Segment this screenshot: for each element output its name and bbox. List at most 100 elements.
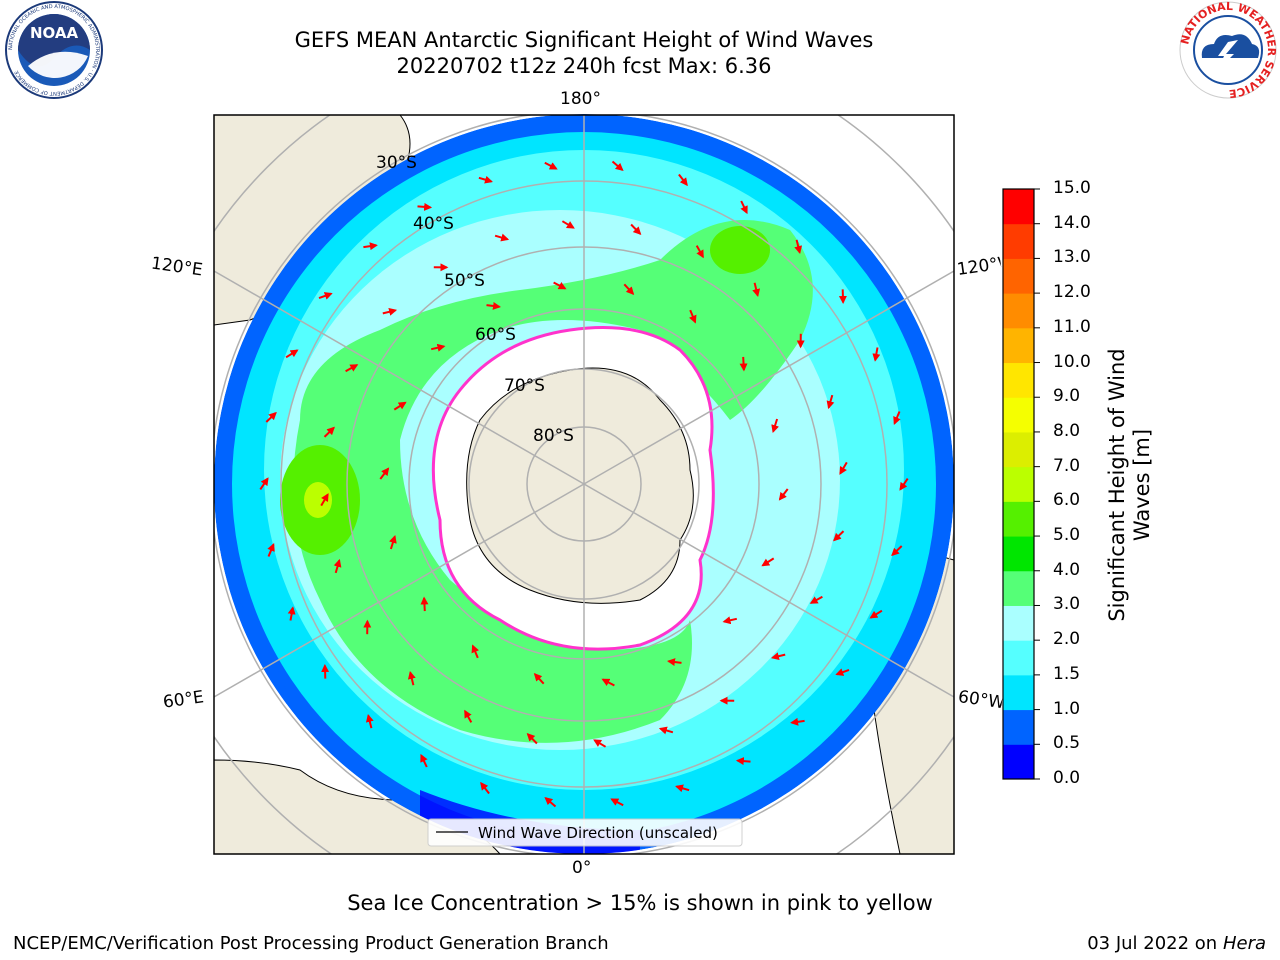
- wave-direction-arrow: [417, 202, 433, 211]
- wave-direction-arrow: [480, 781, 490, 795]
- wave-direction-arrow: [770, 652, 786, 661]
- wave-direction-arrow: [809, 595, 823, 604]
- wave-direction-arrow: [323, 426, 335, 438]
- wave-direction-arrow: [623, 283, 635, 295]
- wave-direction-arrow: [471, 644, 479, 659]
- colorbar-swatch: [1003, 397, 1034, 433]
- colorbar-tick-label: 13.0: [1053, 247, 1091, 268]
- legend-label: Wind Wave Direction (unscaled): [478, 824, 718, 842]
- wave-direction-arrow: [739, 356, 748, 372]
- colorbar-swatch: [1003, 223, 1034, 259]
- footer-right: 03 Jul 2022 on Hera: [1087, 933, 1266, 954]
- map-frame: [213, 114, 955, 855]
- wave-direction-arrow: [611, 160, 624, 172]
- graticule: [214, 115, 954, 854]
- colorbar-swatch: [1003, 674, 1034, 711]
- wave-direction-arrow: [486, 301, 501, 310]
- wave-direction-arrow: [761, 557, 775, 567]
- wave-direction-arrow: [794, 239, 803, 255]
- nws-logo-icon: NATIONAL WEATHER SERVICE: [1178, 0, 1278, 100]
- wave-direction-arrow: [601, 678, 615, 687]
- wave-direction-arrow: [790, 717, 805, 726]
- noaa-logo-icon: NOAA NATIONAL OCEANIC AND ATMOSPHERIC AD…: [5, 1, 103, 99]
- colorbar-swatch: [1003, 640, 1034, 676]
- colorbar-swatch: [1003, 327, 1034, 364]
- wave-direction-arrow: [365, 713, 374, 729]
- wave-direction-arrow: [869, 609, 883, 619]
- colorbar-tick-label: 6.0: [1053, 490, 1081, 511]
- colorbar-tick-label: 0.5: [1053, 733, 1081, 754]
- colorbar-tick-label: 3.0: [1053, 594, 1081, 615]
- colorbar-swatch: [1003, 293, 1034, 329]
- lat-label-50: 50°S: [444, 271, 485, 291]
- wave-direction-arrow: [526, 733, 538, 745]
- colorbar-swatch: [1003, 570, 1034, 606]
- lon-label-top: 180°: [560, 89, 601, 109]
- wave-direction-arrow: [420, 753, 428, 768]
- wave-direction-arrow: [678, 173, 688, 187]
- wave-direction-arrow: [899, 478, 909, 491]
- wave-direction-arrow: [630, 223, 642, 235]
- colorbar-tick-label: 7.0: [1053, 455, 1081, 476]
- wave-direction-arrow: [667, 658, 682, 667]
- wave-direction-arrow: [333, 558, 342, 574]
- wave-direction-arrow: [389, 534, 397, 550]
- colorbar-swatch: [1003, 536, 1034, 572]
- colorbar-tick-label: 9.0: [1053, 386, 1081, 407]
- colorbar-swatch: [1003, 744, 1034, 780]
- wind-wave-arrows: [259, 160, 909, 808]
- wave-direction-arrow: [722, 616, 738, 625]
- wave-direction-arrow: [259, 477, 269, 490]
- wave-direction-arrow: [610, 798, 624, 807]
- lat-label-40: 40°S: [413, 214, 454, 234]
- colorbar-swatch: [1003, 258, 1034, 294]
- colorbar: [1002, 188, 1040, 780]
- colorbar-tick-label: 5.0: [1053, 525, 1081, 546]
- wave-direction-arrow: [285, 349, 299, 359]
- colorbar-swatch: [1003, 189, 1034, 225]
- lon-label-bottom: 0°: [572, 858, 592, 878]
- wave-direction-arrow: [833, 530, 845, 542]
- wave-direction-arrow: [407, 670, 416, 686]
- lat-label-30: 30°S: [376, 153, 417, 173]
- wave-direction-arrow: [689, 309, 697, 324]
- wave-direction-arrow: [287, 606, 296, 621]
- colorbar-tick-label: 1.5: [1053, 663, 1081, 684]
- lat-label-80: 80°S: [533, 426, 574, 446]
- wave-direction-arrow: [393, 401, 407, 411]
- colorbar-tick-label: 14.0: [1053, 212, 1091, 233]
- colorbar-swatch: [1003, 431, 1034, 468]
- colorbar-tick-label: 0.0: [1053, 768, 1081, 788]
- wave-direction-arrow: [835, 668, 850, 676]
- wave-direction-arrow: [695, 245, 704, 259]
- wave-direction-arrow: [265, 411, 277, 423]
- colorbar-swatch: [1003, 501, 1034, 537]
- wave-direction-arrow: [872, 347, 881, 362]
- lat-label-60: 60°S: [475, 325, 516, 345]
- wave-direction-arrow: [382, 307, 398, 316]
- wave-direction-arrow: [839, 461, 848, 475]
- noaa-logo-text: NOAA: [30, 24, 79, 42]
- wave-direction-arrow: [826, 394, 835, 410]
- wave-direction-arrow: [561, 220, 575, 229]
- wave-direction-arrow: [893, 411, 901, 425]
- chart-title: GEFS MEAN Antarctic Significant Height o…: [294, 28, 874, 52]
- sea-ice-note: Sea Ice Concentration > 15% is shown in …: [347, 891, 933, 915]
- wave-direction-arrow: [267, 543, 275, 557]
- colorbar-swatch: [1003, 362, 1034, 398]
- wave-direction-arrow: [420, 596, 429, 612]
- wave-direction-arrow: [740, 200, 748, 215]
- wave-direction-arrow: [553, 281, 567, 290]
- wave-direction-arrow: [752, 282, 761, 298]
- wave-direction-arrow: [593, 739, 607, 748]
- footer-date: 03 Jul 2022 on: [1087, 933, 1223, 954]
- wave-direction-arrow: [533, 673, 545, 685]
- colorbar-tick-label: 15.0: [1053, 178, 1091, 198]
- wave-direction-arrow: [544, 161, 558, 170]
- colorbar-tick-label: 4.0: [1053, 559, 1081, 580]
- wave-direction-arrow: [363, 242, 378, 251]
- colorbar-tick-label: 11.0: [1053, 316, 1091, 337]
- wave-direction-arrow: [379, 467, 390, 480]
- wave-direction-arrow: [494, 233, 510, 242]
